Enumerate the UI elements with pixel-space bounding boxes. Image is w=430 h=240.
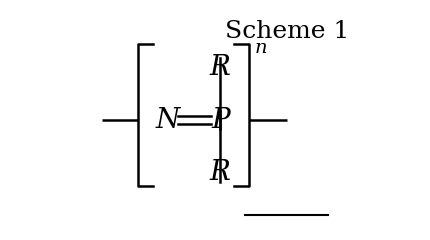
Text: R: R xyxy=(209,159,230,186)
Text: Scheme 1: Scheme 1 xyxy=(224,20,348,43)
Text: n: n xyxy=(254,39,267,57)
Text: P: P xyxy=(210,107,229,133)
Text: R: R xyxy=(209,54,230,81)
Text: N: N xyxy=(156,107,180,133)
